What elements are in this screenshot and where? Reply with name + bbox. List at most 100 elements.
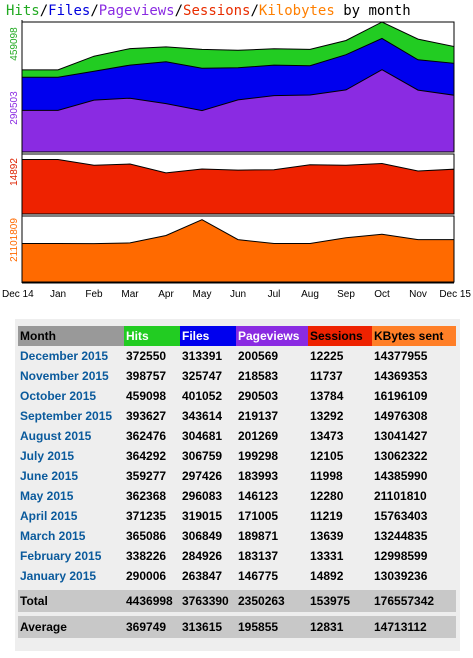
summary-value: 2350263 [236,590,308,612]
month-link[interactable]: March 2015 [20,529,86,543]
value-cell: 13639 [310,529,344,543]
table-body: December 2015 372550 313391 200569 12225 1437… [18,346,456,638]
value-cell: 325747 [182,369,223,383]
value-cell: 14377955 [374,349,428,363]
x-tick-label: Dec 15 [439,289,471,300]
value-cell: 304681 [182,429,223,443]
value-cell: 398757 [126,369,167,383]
month-link[interactable]: December 2015 [20,349,109,363]
chart-title-part: / [250,3,259,19]
month-link[interactable]: August 2015 [20,429,92,443]
value-cell: 189871 [238,529,279,543]
x-tick-label: Jun [230,289,246,300]
chart-title-part: Sessions [183,3,251,19]
chart-title-part: by month [334,3,411,19]
value-cell: 14385990 [374,469,428,483]
value-cell: 343614 [182,409,223,423]
x-tick-label: Jul [268,289,281,300]
value-cell: 313391 [182,349,223,363]
value-cell: 393627 [126,409,167,423]
month-link[interactable]: July 2015 [20,449,75,463]
value-cell: 14369353 [374,369,428,383]
month-cell: December 2015 [18,346,124,366]
panel-max-label: 21101809 [9,218,20,262]
monthly-stats-table-panel: Month Hits Files Pageviews Sessions KBytes se… [15,319,460,651]
kilobytes-area [21,219,455,283]
monthly-stats-chart: 459098 290503 14892 21101809 Dec 14 Jan Feb Mar… [2,20,471,300]
value-cell: 11737 [310,369,343,383]
x-tick-label: Apr [158,289,174,300]
chart-title-part: Hits [6,3,40,19]
column-header[interactable]: Files [180,326,236,346]
summary-value: 3763390 [180,590,236,612]
column-header[interactable]: Sessions [308,326,372,346]
month-link[interactable]: November 2015 [20,369,109,383]
x-tick-label: Nov [409,289,427,300]
month-cell: September 2015 [18,406,124,426]
x-tick-label: Jan [50,289,66,300]
value-cell: 201269 [238,429,279,443]
summary-value: 4436998 [124,590,180,612]
month-link[interactable]: May 2015 [20,489,74,503]
table-row: August 2015 362476 304681 201269 13473 130414… [18,426,456,446]
chart-title-part: / [174,3,184,19]
table-row: October 2015 459098 401052 290503 13784 16196… [18,386,456,406]
table-row: September 2015 393627 343614 219137 13292 149… [18,406,456,426]
month-link[interactable]: April 2015 [20,509,78,523]
table-row: May 2015 362368 296083 146123 12280 21101810 [18,486,456,506]
month-link[interactable]: September 2015 [20,409,113,423]
table-row: December 2015 372550 313391 200569 12225 1437… [18,346,456,366]
value-cell: 199298 [238,449,279,463]
x-tick-label: Feb [85,289,103,300]
summary-value: 176557342 [372,590,456,612]
month-link[interactable]: June 2015 [20,469,79,483]
value-cell: 297426 [182,469,223,483]
value-cell: 21101810 [374,489,427,503]
column-header[interactable]: KBytes sent [372,326,456,346]
chart-title-part: Pageviews [98,3,175,19]
table-header-row: Month Hits Files Pageviews Sessions KBytes se… [18,326,456,346]
total-row: Total 4436998 3763390 2350263 153975 17655734… [18,590,456,612]
value-cell: 146775 [238,569,279,583]
value-cell: 371235 [126,509,167,523]
value-cell: 12225 [310,349,344,363]
chart-title-part: Kilobytes [258,3,335,19]
month-link[interactable]: February 2015 [20,549,102,563]
value-cell: 263847 [182,569,223,583]
chart-title-part: Files [48,3,91,19]
month-cell: November 2015 [18,366,124,386]
summary-value: 12831 [308,616,372,638]
value-cell: 14976308 [374,409,428,423]
column-header[interactable]: Hits [124,326,180,346]
value-cell: 16196109 [374,389,428,403]
value-cell: 183993 [238,469,279,483]
value-cell: 11219 [310,509,343,523]
value-cell: 319015 [182,509,223,523]
value-cell: 171005 [238,509,279,523]
value-cell: 12105 [310,449,344,463]
value-cell: 365086 [126,529,167,543]
table-row: November 2015 398757 325747 218583 11737 1436… [18,366,456,386]
value-cell: 15763403 [374,509,428,523]
sessions-area [21,159,455,215]
x-tick-label: May [193,289,212,300]
column-header[interactable]: Month [18,326,124,346]
value-cell: 306849 [182,529,223,543]
x-tick-label: Mar [121,289,139,300]
month-cell: July 2015 [18,446,124,466]
panel-max-label: 14892 [9,158,20,186]
value-cell: 459098 [126,389,167,403]
value-cell: 13784 [310,389,344,403]
value-cell: 13244835 [374,529,428,543]
value-cell: 12280 [310,489,344,503]
table-row: February 2015 338226 284926 183137 13331 1299… [18,546,456,566]
month-link[interactable]: January 2015 [20,569,97,583]
summary-label: Total [18,590,124,612]
column-header[interactable]: Pageviews [236,326,308,346]
average-row: Average 369749 313615 195855 12831 14713112 [18,616,456,638]
value-cell: 401052 [182,389,223,403]
value-cell: 362368 [126,489,167,503]
month-link[interactable]: October 2015 [20,389,97,403]
value-cell: 362476 [126,429,167,443]
table-row: March 2015 365086 306849 189871 13639 1324483… [18,526,456,546]
